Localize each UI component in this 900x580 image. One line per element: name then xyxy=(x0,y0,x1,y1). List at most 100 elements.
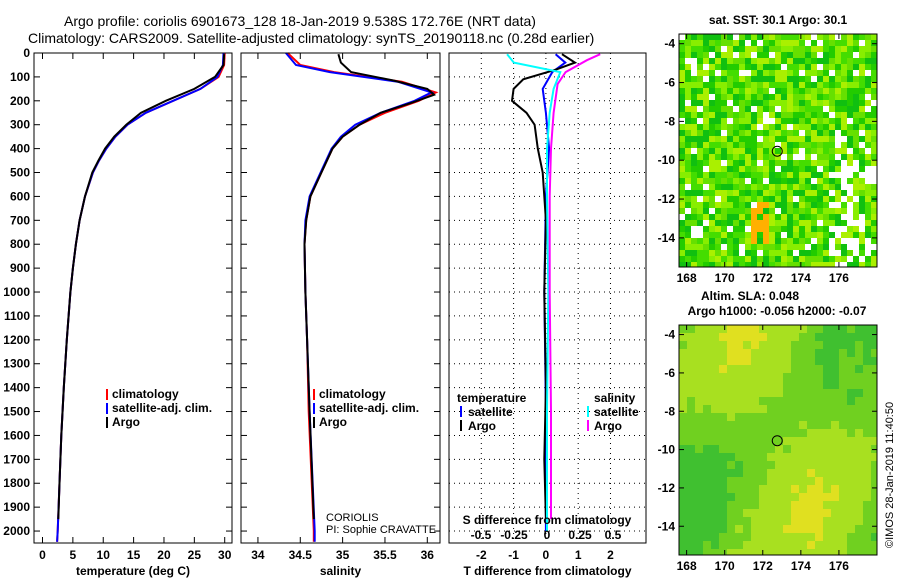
lon-tick-label: 176 xyxy=(829,559,849,573)
map-subtitle: Argo h1000: -0.056 h2000: -0.07 xyxy=(688,304,867,318)
plot-frame xyxy=(240,52,441,544)
lat-tick-label: -8 xyxy=(664,404,675,418)
s-axis-label: S difference from climatology xyxy=(463,513,632,527)
lat-tick-label: -14 xyxy=(658,231,676,245)
panel-difference: -2 -1 0 1 2 T difference from climatology temp… xyxy=(448,52,647,578)
plot-frame xyxy=(448,52,647,544)
legend-swatch xyxy=(313,389,315,400)
x-tick-label: -1 xyxy=(508,548,519,562)
depth-tick-label: 100 xyxy=(10,70,30,84)
lat-tick-label: -10 xyxy=(658,153,676,167)
map-frame xyxy=(678,33,878,268)
x-tick-label: 36 xyxy=(421,548,435,562)
legend-swatch xyxy=(460,406,462,417)
depth-tick-label: 500 xyxy=(10,166,30,180)
legend-swatch xyxy=(106,389,108,400)
s-tick-label: 0.25 xyxy=(568,528,592,542)
depth-tick-label: 900 xyxy=(10,261,30,275)
lat-tick-label: -4 xyxy=(664,328,675,342)
series-line-s-satellite xyxy=(506,53,562,531)
legend-label: satellite xyxy=(594,405,639,419)
lat-tick-label: -12 xyxy=(658,192,676,206)
depth-tick-label: 0 xyxy=(23,46,30,60)
x-axis-label: temperature (deg C) xyxy=(76,564,190,578)
lon-tick-label: 170 xyxy=(715,271,735,285)
depth-tick-label: 300 xyxy=(10,118,30,132)
x-tick-label: 2 xyxy=(607,548,614,562)
depth-tick-label: 600 xyxy=(10,189,30,203)
legend-title-temperature: temperature xyxy=(457,391,527,405)
x-tick-label: 20 xyxy=(157,548,171,562)
legend-swatch xyxy=(460,420,462,431)
x-tick-label: 10 xyxy=(97,548,111,562)
series-line-satellite-adj-clim- xyxy=(56,52,225,542)
depth-tick-label: 1500 xyxy=(3,405,30,419)
series-line-t-argo xyxy=(510,53,578,520)
legend-swatch xyxy=(313,417,315,428)
lon-tick-label: 176 xyxy=(829,271,849,285)
x-tick-label: -2 xyxy=(476,548,487,562)
map-sla: 168 170 172 174 176 -4 -6 -8 -10 -12 -14 Altim. SLA… xyxy=(658,289,878,573)
lon-tick-label: 168 xyxy=(677,271,697,285)
x-tick-label: 0 xyxy=(543,548,550,562)
x-tick-label: 34 xyxy=(251,548,265,562)
x-tick-label: 35 xyxy=(336,548,350,562)
x-axis-label: T difference from climatology xyxy=(463,564,631,578)
x-tick-label: 30 xyxy=(218,548,232,562)
s-tick-label: 0 xyxy=(544,528,551,542)
lat-tick-label: -12 xyxy=(658,481,676,495)
legend-label: Argo xyxy=(468,419,496,433)
s-tick-label: -0.5 xyxy=(471,528,492,542)
legend-swatch xyxy=(313,403,315,414)
map-title: sat. SST: 30.1 Argo: 30.1 xyxy=(709,13,848,27)
lat-tick-label: -6 xyxy=(664,76,675,90)
lon-tick-label: 174 xyxy=(791,559,811,573)
pi-institution: CORIOLIS xyxy=(326,512,379,524)
legend-label: satellite-adj. clim. xyxy=(112,401,212,415)
argo-position-marker xyxy=(771,145,783,157)
lat-tick-label: -6 xyxy=(664,366,675,380)
imos-watermark: ©IMOS 28-Jan-2019 11:40:50 xyxy=(884,402,896,548)
depth-tick-label: 800 xyxy=(10,237,30,251)
depth-tick-label: 700 xyxy=(10,213,30,227)
series-line-argo xyxy=(303,53,437,520)
panel-salinity: 34 34.5 35 35.5 36 salinity climatologysatelli… xyxy=(240,52,441,578)
x-tick-label: 25 xyxy=(188,548,202,562)
x-tick-label: 34.5 xyxy=(289,548,313,562)
lat-tick-label: -14 xyxy=(658,519,676,533)
lon-tick-label: 170 xyxy=(715,559,735,573)
series-line-s-argo xyxy=(548,53,601,520)
depth-tick-label: 1200 xyxy=(3,333,30,347)
title-line-1: Argo profile: coriolis 6901673_128 18-Ja… xyxy=(64,13,536,29)
depth-tick-label: 1300 xyxy=(3,357,30,371)
depth-tick-label: 1900 xyxy=(3,500,30,514)
title-line-2: Climatology: CARS2009. Satellite-adjuste… xyxy=(28,30,594,46)
lon-tick-label: 168 xyxy=(677,559,697,573)
lon-tick-label: 172 xyxy=(753,559,773,573)
x-tick-label: 35.5 xyxy=(373,548,397,562)
series-line-climatology xyxy=(56,52,226,542)
legend-swatch xyxy=(587,406,589,417)
series-line-climatology xyxy=(286,52,439,542)
legend-title-salinity: salinity xyxy=(594,391,636,405)
lon-tick-label: 172 xyxy=(753,271,773,285)
legend-label: Argo xyxy=(319,415,347,429)
legend-label: climatology xyxy=(112,387,179,401)
plot-frame xyxy=(33,52,233,544)
map-title: Altim. SLA: 0.048 xyxy=(701,289,799,303)
argo-position-marker xyxy=(771,435,783,447)
x-axis-label: salinity xyxy=(320,564,362,578)
pi-name: PI: Sophie CRAVATTE xyxy=(326,524,436,536)
x-tick-label: 0 xyxy=(39,548,46,562)
depth-tick-label: 400 xyxy=(10,142,30,156)
legend-label: satellite-adj. clim. xyxy=(319,401,419,415)
x-tick-label: 15 xyxy=(127,548,141,562)
s-tick-label: -0.25 xyxy=(500,528,528,542)
depth-tick-label: 1800 xyxy=(3,476,30,490)
depth-tick-label: 1600 xyxy=(3,428,30,442)
depth-tick-label: 1400 xyxy=(3,381,30,395)
depth-tick-label: 1100 xyxy=(4,309,30,323)
depth-tick-label: 200 xyxy=(10,94,30,108)
depth-tick-label: 2000 xyxy=(3,524,30,538)
